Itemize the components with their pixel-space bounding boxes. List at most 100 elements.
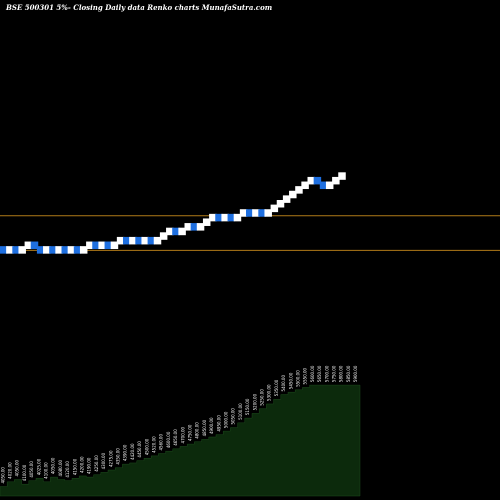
renko-brick <box>252 209 260 217</box>
volume-label: 4450.00 <box>137 441 142 458</box>
volume-label: 5650.00 <box>317 365 322 382</box>
renko-brick <box>270 204 279 213</box>
renko-brick <box>30 241 39 250</box>
volume-label: 4650.00 <box>173 429 178 446</box>
volume-label: 4150.00 <box>72 458 77 475</box>
volume-label: 4050.00 <box>29 461 34 478</box>
volume-label: 4560.00 <box>159 434 164 451</box>
volume-label: 4050.00 <box>15 459 20 476</box>
renko-brick <box>202 218 211 226</box>
renko-brick <box>233 213 242 222</box>
renko-brick <box>196 223 205 231</box>
renko-brick <box>49 246 57 254</box>
volume-label: 4120.00 <box>65 461 70 478</box>
renko-brick <box>301 181 309 190</box>
renko-brick <box>319 181 328 190</box>
renko-brick <box>307 176 315 185</box>
renko-brick <box>239 209 248 217</box>
volume-label: 4250.00 <box>94 455 99 472</box>
volume-label: 5900.00 <box>353 365 358 382</box>
volume-label: 4390.00 <box>123 444 128 461</box>
volume-label: 4600.00 <box>166 431 171 448</box>
renko-brick <box>295 186 303 194</box>
volume-label: 5850.00 <box>346 365 351 382</box>
volume-panel: 4050.00 4020.00 4050.00 4100.00 4050.00 4025.… <box>0 365 361 497</box>
renko-brick <box>184 223 192 231</box>
renko-brick <box>325 181 334 190</box>
volume-label: 5350.00 <box>274 379 279 396</box>
renko-brick <box>116 236 125 245</box>
volume-label: 5400.00 <box>281 375 286 392</box>
renko-brick <box>67 246 76 254</box>
renko-brick <box>86 241 94 250</box>
renko-brick <box>313 176 322 185</box>
renko-brick <box>209 213 217 222</box>
renko-brick <box>258 209 266 217</box>
volume-label: 4050.00 <box>0 467 5 484</box>
chart-title: BSE 500301 5%- Closing Daily data Renko … <box>6 3 273 12</box>
renko-brick <box>264 209 272 217</box>
volume-label: 4200.00 <box>80 456 85 473</box>
volume-label: 5150.00 <box>245 398 250 415</box>
renko-brick <box>338 172 346 180</box>
renko-brick <box>178 227 186 236</box>
renko-brick <box>0 246 8 254</box>
volume-label: 4900.00 <box>209 417 214 434</box>
renko-brick <box>166 227 174 236</box>
volume-label: 5000.00 <box>224 411 229 428</box>
renko-brick <box>6 246 14 254</box>
renko-brick <box>172 227 180 236</box>
volume-label: 4850.00 <box>202 419 207 436</box>
renko-brick <box>73 246 82 254</box>
volume-label: 4190.00 <box>87 457 92 474</box>
volume-label: 4100.00 <box>22 464 27 481</box>
renko-brick <box>153 236 162 245</box>
volume-label: 5600.00 <box>310 365 315 382</box>
renko-brick <box>141 236 149 245</box>
volume-area <box>0 384 361 497</box>
volume-label: 5250.00 <box>260 389 265 406</box>
renko-brick <box>276 200 285 208</box>
volume-label: 4020.00 <box>8 462 13 479</box>
volume-label: 4800.00 <box>195 422 200 439</box>
renko-brick <box>215 213 223 222</box>
volume-label: 4080.00 <box>58 459 63 476</box>
renko-brick <box>190 223 199 231</box>
volume-label: 5050.00 <box>231 408 236 425</box>
renko-brick <box>18 246 26 254</box>
renko-brick <box>110 241 119 250</box>
volume-label: 4750.00 <box>188 424 193 441</box>
volume-label: 4420.00 <box>130 443 135 460</box>
volume-label: 5300.00 <box>267 384 272 401</box>
renko-brick <box>36 246 45 254</box>
volume-label: 5800.00 <box>339 365 344 382</box>
renko-brick <box>43 246 51 254</box>
renko-brick <box>92 241 100 250</box>
volume-label: 5200.00 <box>252 393 257 410</box>
volume-label: 4300.00 <box>101 452 106 469</box>
renko-brick <box>129 236 137 245</box>
volume-label: 5700.00 <box>324 365 329 382</box>
volume-label: 5750.00 <box>332 365 337 382</box>
renko-brick <box>123 236 131 245</box>
renko-brick <box>104 241 113 250</box>
renko-brick <box>332 176 340 185</box>
renko-brick <box>289 190 297 199</box>
reference-lines <box>0 215 500 251</box>
volume-label: 4100.00 <box>44 462 49 479</box>
volume-label: 4025.00 <box>36 458 41 475</box>
volume-label: 4950.00 <box>216 415 221 432</box>
renko-brick <box>12 246 20 254</box>
volume-label: 5450.00 <box>288 372 293 389</box>
renko-brick <box>159 232 168 240</box>
volume-label: 4700.00 <box>180 426 185 443</box>
renko-brick <box>79 246 88 254</box>
renko-brick <box>135 236 143 245</box>
volume-label: 4275.00 <box>108 450 113 467</box>
volume-label: 4050.00 <box>51 457 56 474</box>
volume-label: 4520.00 <box>152 436 157 453</box>
volume-label: 5550.00 <box>303 367 308 384</box>
renko-brick <box>98 241 106 250</box>
renko-brick <box>147 236 156 245</box>
